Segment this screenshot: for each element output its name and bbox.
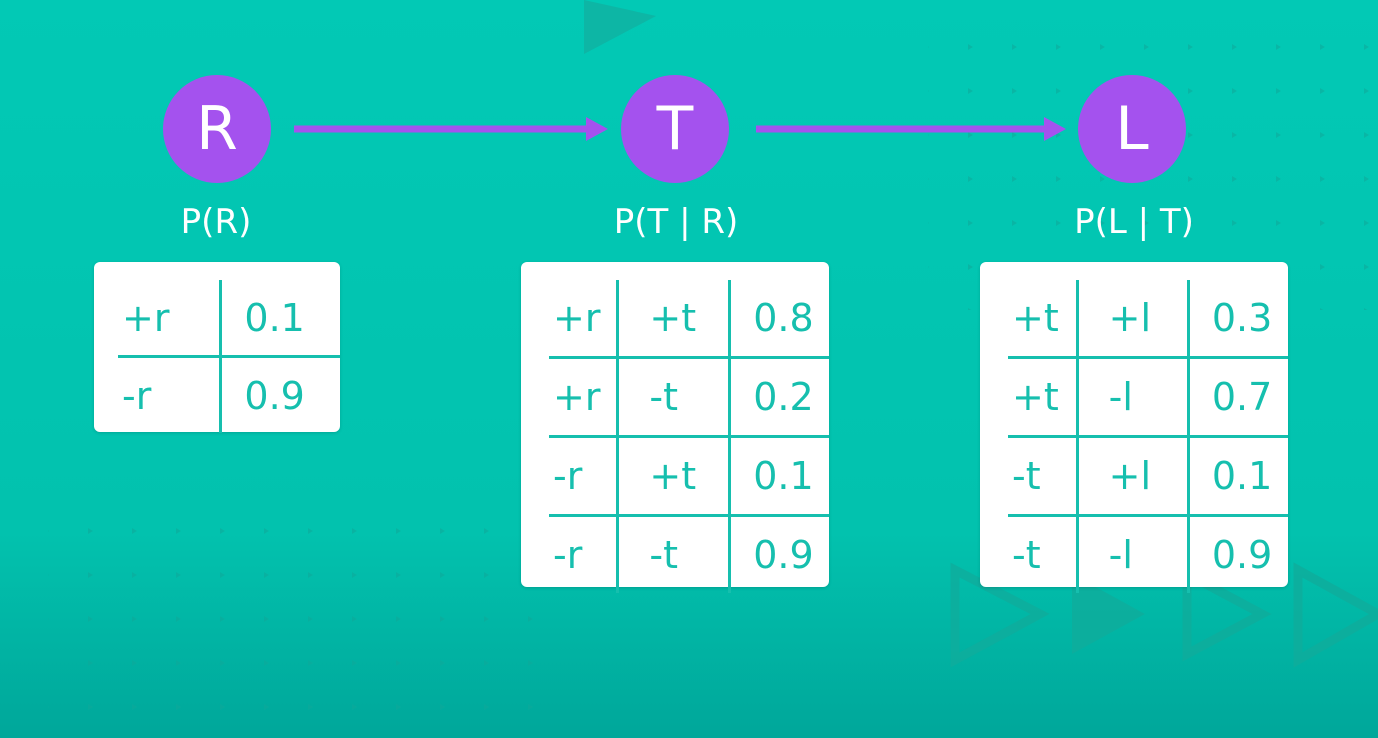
cpt-grid: +t +l 0.3 +t -l 0.7 -t +l 0.1 -t -l 0.9 (1008, 280, 1288, 593)
dot-pattern-bottom-left (48, 514, 558, 724)
cpt-value: +t (616, 280, 730, 358)
cpt-row: -r -t 0.9 (549, 514, 829, 593)
cpt-probability: 0.1 (728, 435, 829, 516)
cpt-probability: 0.9 (728, 514, 829, 593)
cpt-label-r: P(R) (180, 202, 252, 242)
cpt-row: -t +l 0.1 (1008, 435, 1288, 516)
cpt-row: +r -t 0.2 (549, 356, 829, 437)
cpt-value: +l (1075, 435, 1189, 516)
cpt-probability: 0.1 (219, 280, 340, 357)
cpt-value: -t (616, 514, 730, 593)
cpt-probability: 0.1 (1186, 435, 1288, 516)
cpt-label-l-given-t: P(L | T) (1074, 202, 1194, 242)
cpt-value: -t (1008, 435, 1078, 516)
node-r: R (163, 75, 271, 183)
decor-triangle-top (584, 0, 656, 54)
cpt-value: -l (1075, 356, 1189, 437)
cpt-value: +l (1075, 280, 1189, 358)
cpt-value: -l (1075, 514, 1189, 593)
cpt-probability: 0.8 (728, 280, 829, 358)
edge-arrow-t-to-l (756, 117, 1066, 141)
cpt-value: +t (616, 435, 730, 516)
cpt-probability: 0.9 (1186, 514, 1288, 593)
cpt-row: +t +l 0.3 (1008, 280, 1288, 358)
cpt-row: -r 0.9 (118, 355, 340, 433)
cpt-value: +r (553, 296, 601, 340)
cpt-grid: +r +t 0.8 +r -t 0.2 -r +t 0.1 -r -t 0.9 (549, 280, 829, 593)
cpt-table-r: +r 0.1 -r 0.9 (94, 262, 340, 433)
node-l: L (1078, 75, 1186, 183)
cpt-row: +t -l 0.7 (1008, 356, 1288, 437)
cpt-table-t-given-r: +r +t 0.8 +r -t 0.2 -r +t 0.1 -r -t 0.9 (521, 262, 829, 593)
cpt-value: -r (118, 355, 221, 433)
cpt-value: +r (549, 356, 618, 437)
cpt-value: +t (1008, 356, 1078, 437)
cpt-row: +r +t 0.8 (549, 280, 829, 358)
cpt-grid: +r 0.1 -r 0.9 (118, 280, 340, 433)
cpt-row: +r 0.1 (118, 280, 340, 357)
cpt-probability: 0.3 (1186, 280, 1288, 358)
cpt-value: +t (1012, 296, 1059, 340)
edge-arrow-r-to-t (294, 117, 608, 141)
cpt-value: -t (616, 356, 730, 437)
decor-triangles-bottom-right (950, 562, 1378, 668)
cpt-probability: 0.7 (1186, 356, 1288, 437)
cpt-value: -t (1008, 514, 1078, 593)
cpt-value: +r (122, 295, 170, 340)
cpt-table-l-given-t: +t +l 0.3 +t -l 0.7 -t +l 0.1 -t -l 0.9 (980, 262, 1288, 593)
cpt-probability: 0.9 (219, 355, 340, 433)
cpt-probability: 0.2 (728, 356, 829, 437)
cpt-value: -r (549, 435, 618, 516)
cpt-label-t-given-r: P(T | R) (613, 202, 739, 242)
cpt-row: -r +t 0.1 (549, 435, 829, 516)
cpt-value: -r (549, 514, 618, 593)
cpt-row: -t -l 0.9 (1008, 514, 1288, 593)
node-t: T (621, 75, 729, 183)
